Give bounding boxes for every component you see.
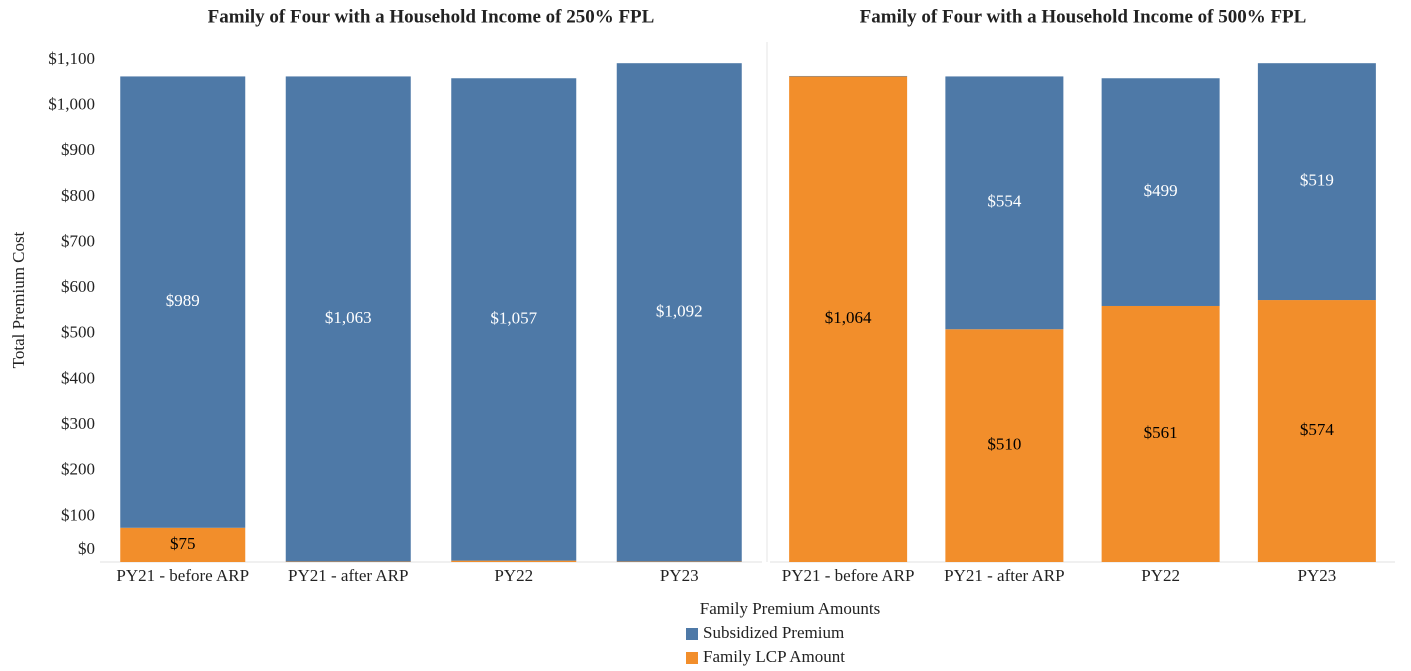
legend-swatch	[686, 652, 698, 664]
y-tick-label: $0	[78, 539, 95, 558]
y-axis-label: Total Premium Cost	[9, 231, 28, 368]
bar-segment	[945, 329, 1064, 562]
x-tick-label: PY21 - after ARP	[288, 566, 408, 585]
y-tick-label: $200	[61, 460, 95, 479]
data-label: $1,063	[325, 308, 372, 327]
x-tick-label: PY21 - after ARP	[944, 566, 1064, 585]
x-tick-label: PY22	[1141, 566, 1180, 585]
data-label: $1,092	[656, 301, 703, 320]
bar-segment	[285, 76, 411, 562]
bar-segment	[1257, 63, 1376, 301]
legend-label: Subsidized Premium	[703, 623, 844, 642]
panel-title: Family of Four with a Household Income o…	[860, 6, 1307, 27]
y-tick-label: $300	[61, 414, 95, 433]
y-tick-label: $900	[61, 140, 95, 159]
y-tick-label: $800	[61, 186, 95, 205]
y-tick-label: $500	[61, 323, 95, 342]
bar-segment	[789, 76, 908, 563]
y-tick-label: $1,000	[48, 95, 95, 114]
data-label: $1,064	[825, 308, 872, 327]
data-label: $75	[170, 534, 196, 553]
x-tick-label: PY23	[1298, 566, 1337, 585]
bar-segment	[1101, 305, 1220, 562]
x-tick-label: PY21 - before ARP	[782, 566, 915, 585]
legend-label: Family LCP Amount	[703, 647, 845, 666]
bar-segment	[945, 76, 1064, 330]
y-tick-label: $700	[61, 231, 95, 250]
data-label: $519	[1300, 171, 1334, 190]
data-label: $1,057	[490, 308, 537, 327]
x-tick-label: PY21 - before ARP	[116, 566, 249, 585]
data-label: $510	[987, 435, 1021, 454]
bar-segment	[451, 560, 577, 562]
bar-segment	[1257, 300, 1376, 562]
data-label: $499	[1144, 181, 1178, 200]
y-tick-label: $600	[61, 277, 95, 296]
x-tick-label: PY23	[660, 566, 699, 585]
legend-swatch	[686, 628, 698, 640]
bar-segment	[451, 78, 577, 561]
data-label: $554	[987, 192, 1022, 211]
bar-segment	[120, 527, 246, 562]
y-tick-label: $1,100	[48, 49, 95, 68]
x-tick-label: PY22	[494, 566, 533, 585]
data-label: $989	[166, 291, 200, 310]
bar-segment	[1101, 78, 1220, 306]
panel-title: Family of Four with a Household Income o…	[208, 6, 655, 27]
legend-title: Family Premium Amounts	[700, 599, 880, 618]
data-label: $561	[1144, 423, 1178, 442]
bar-segment	[616, 63, 742, 562]
y-tick-label: $100	[61, 505, 95, 524]
data-label: $574	[1300, 420, 1335, 439]
y-tick-label: $400	[61, 368, 95, 387]
bar-segment	[120, 76, 246, 528]
